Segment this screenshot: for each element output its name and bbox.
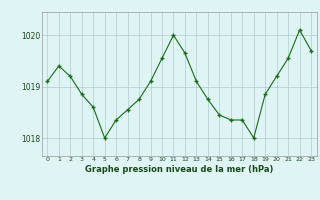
X-axis label: Graphe pression niveau de la mer (hPa): Graphe pression niveau de la mer (hPa) bbox=[85, 165, 273, 174]
